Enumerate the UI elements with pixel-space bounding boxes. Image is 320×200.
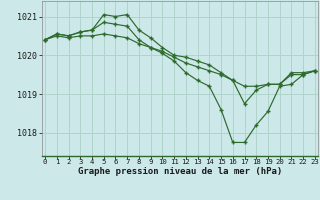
X-axis label: Graphe pression niveau de la mer (hPa): Graphe pression niveau de la mer (hPa)	[78, 167, 282, 176]
